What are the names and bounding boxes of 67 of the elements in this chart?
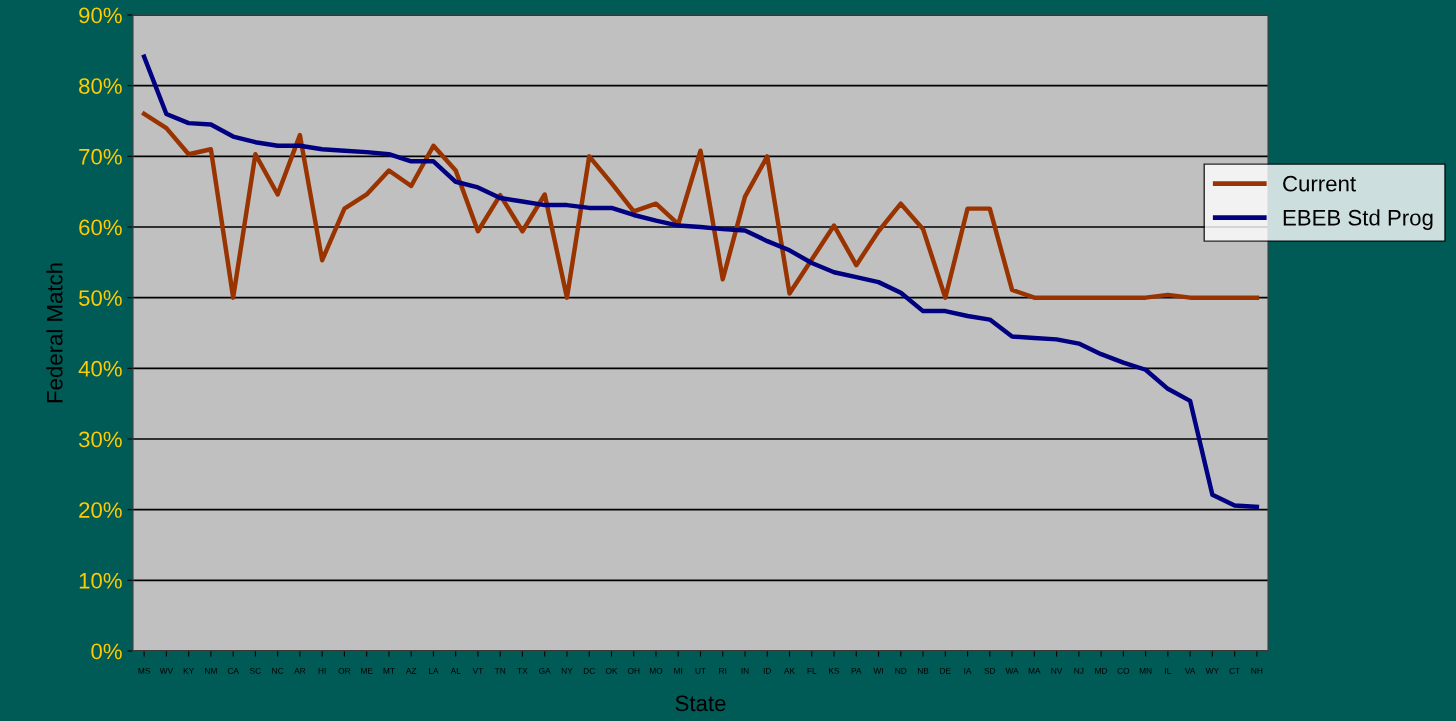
x-tick-label: AK: [783, 667, 795, 674]
y-tick-label: 10%: [79, 572, 122, 589]
x-tick-label: ND: [895, 667, 907, 674]
x-tick-label: MS: [138, 667, 150, 674]
x-tick-label: VT: [472, 667, 484, 674]
x-tick-label: MN: [1139, 667, 1152, 674]
y-tick-label: 40%: [78, 360, 122, 377]
x-tick-label: SC: [249, 667, 261, 674]
x-tick-label: TX: [517, 667, 528, 674]
x-tick-label: NH: [1251, 667, 1263, 674]
x-tick-label: FL: [807, 667, 817, 674]
x-axis-title: State: [675, 695, 726, 712]
x-tick-label: NM: [205, 667, 217, 674]
x-tick-label: HI: [318, 667, 326, 674]
x-tick-label: RI: [719, 667, 727, 674]
x-tick-label: CA: [227, 667, 239, 674]
x-tick-label: OK: [605, 667, 618, 674]
y-tick-label: 0%: [91, 643, 122, 660]
x-tick-label: ME: [361, 667, 373, 674]
x-tick-label: MT: [383, 667, 395, 674]
line-series: [141, 111, 1260, 300]
x-tick-label: DE: [940, 667, 951, 674]
x-tick-label: AR: [294, 667, 306, 674]
x-tick-label: DC: [583, 667, 595, 674]
x-tick-label: MI: [674, 667, 683, 674]
y-tick-label: 80%: [79, 78, 122, 94]
y-tick-label: 30%: [78, 431, 122, 448]
x-tick-label: NB: [917, 667, 929, 674]
x-tick-label: UT: [695, 667, 706, 674]
x-tick-label: AL: [450, 667, 461, 674]
y-tick-label: 90%: [79, 7, 122, 24]
x-tick-label: NY: [561, 667, 573, 674]
y-axis-title: Federal Match: [46, 263, 63, 403]
x-tick-label: CO: [1117, 667, 1130, 674]
x-tick-label: CT: [1229, 667, 1240, 674]
x-tick-label: IA: [964, 667, 972, 674]
x-tick-label: PA: [851, 667, 862, 674]
x-tick-label: SD: [984, 667, 996, 674]
x-tick-label: OR: [338, 667, 351, 674]
x-tick-label: MD: [1095, 667, 1108, 674]
x-tick-label: NV: [1051, 667, 1063, 674]
x-tick-label: IN: [741, 667, 749, 674]
x-tick-label: WA: [1005, 667, 1019, 674]
x-tick-label: LA: [429, 667, 439, 674]
x-tick-label: MA: [1028, 667, 1041, 674]
legend-label: Current: [1283, 175, 1356, 192]
x-tick-label: WV: [159, 667, 174, 674]
y-tick-label: 70%: [79, 148, 122, 165]
x-tick-label: KY: [183, 667, 195, 674]
x-tick-label: NC: [272, 667, 284, 674]
x-tick-label: WI: [873, 667, 883, 674]
x-tick-label: OH: [627, 667, 640, 674]
x-tick-label: WY: [1205, 667, 1219, 674]
x-tick-label: GA: [539, 667, 551, 674]
y-tick-label: 60%: [79, 219, 122, 236]
legend-label: EBEB Std Prog: [1283, 209, 1433, 230]
x-tick-label: NJ: [1074, 667, 1084, 674]
x-tick-label: IL: [1165, 667, 1172, 674]
x-tick-label: AZ: [405, 667, 417, 674]
line-series: [141, 54, 1260, 510]
x-tick-label: KS: [829, 667, 840, 674]
x-tick-label: MO: [649, 667, 663, 674]
x-tick-label: VA: [1184, 667, 1196, 674]
x-tick-label: TN: [494, 667, 506, 674]
x-tick-label: ID: [763, 667, 772, 674]
y-tick-label: 50%: [79, 290, 122, 306]
y-tick-label: 20%: [79, 502, 122, 518]
